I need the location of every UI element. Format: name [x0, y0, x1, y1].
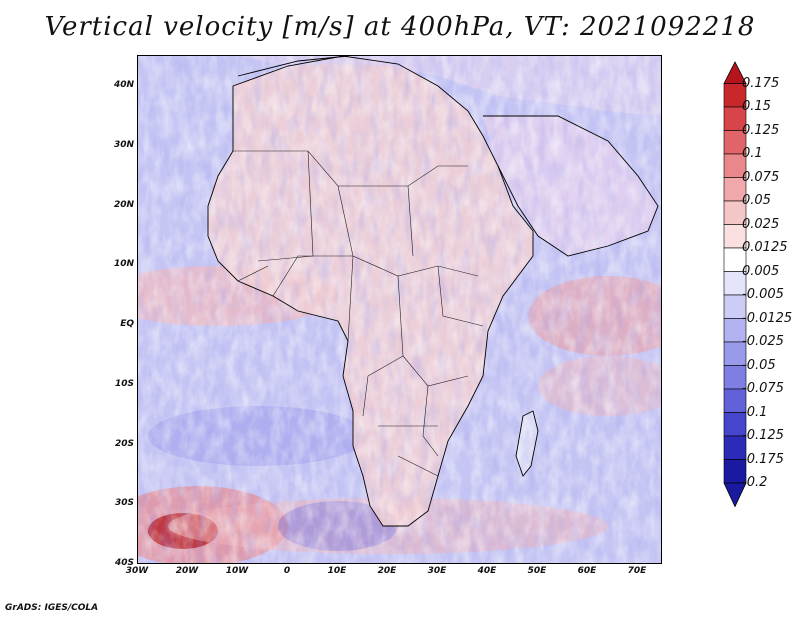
- lat-tick-label: 10S: [114, 378, 134, 389]
- colorbar: [723, 61, 747, 508]
- velocity-map: [138, 56, 661, 563]
- colorbar-tick-label: -0.125: [742, 428, 784, 443]
- colorbar-tick-label: -0.05: [742, 357, 776, 373]
- colorbar-tick-label: -0.175: [742, 451, 784, 467]
- colorbar-tick-label: 0.175: [742, 75, 780, 91]
- footer-credit: GrADS: IGES/COLA: [5, 603, 99, 613]
- colorbar-tick-label: 0.125: [742, 122, 780, 138]
- colorbar-tick-label: 0.15: [742, 99, 771, 114]
- lon-tick-label: 20W: [175, 566, 199, 576]
- colorbar-tick-label: 0.005: [742, 263, 780, 279]
- colorbar-tick-label: 0.1: [742, 146, 763, 161]
- lon-tick-label: 50E: [527, 566, 547, 576]
- lon-tick-label: 60E: [577, 566, 597, 576]
- lat-tick-label: 20N: [113, 199, 134, 210]
- map-panel: [137, 55, 662, 564]
- lat-tick-label: 30S: [114, 498, 134, 509]
- lon-tick-label: 0: [283, 566, 291, 576]
- lon-tick-label: 70E: [627, 566, 647, 576]
- colorbar-tick-label: -0.075: [742, 381, 784, 396]
- country-borders: [233, 150, 484, 477]
- lat-tick-label: 40N: [113, 80, 134, 90]
- colorbar-tick-label: -0.2: [742, 475, 768, 490]
- colorbar-tick-label: -0.1: [742, 404, 768, 420]
- lat-tick-label: 20S: [114, 438, 134, 449]
- colorbar-tick-label: 0.0125: [742, 240, 788, 255]
- colorbar-tick-label: -0.005: [742, 287, 784, 302]
- lat-tick-label: 10N: [113, 259, 134, 270]
- lon-tick-label: 30E: [427, 566, 447, 576]
- coastlines: [207, 56, 659, 527]
- lat-tick-label: EQ: [120, 319, 134, 329]
- lon-tick-label: 10W: [225, 566, 249, 576]
- lon-tick-label: 30W: [125, 566, 149, 576]
- colorbar-tick-label: 0.025: [742, 216, 780, 232]
- lon-tick-label: 10E: [327, 566, 347, 576]
- texture-dark: [138, 56, 661, 563]
- colorbar-tick-label: -0.0125: [742, 310, 793, 326]
- colorbar-tick-label: -0.025: [742, 334, 784, 349]
- colorbar-tick-label: 0.075: [742, 169, 780, 185]
- lon-tick-label: 40E: [477, 566, 497, 576]
- colorbar-bottom-arrow: [723, 482, 747, 508]
- page-title: Vertical velocity [m/s] at 400hPa, VT: 2…: [44, 12, 756, 42]
- lat-tick-label: 30N: [113, 139, 134, 150]
- colorbar-tick-label: 0.05: [742, 193, 771, 208]
- lon-tick-label: 20E: [377, 566, 397, 576]
- lat-tick-label: 40S: [114, 558, 134, 568]
